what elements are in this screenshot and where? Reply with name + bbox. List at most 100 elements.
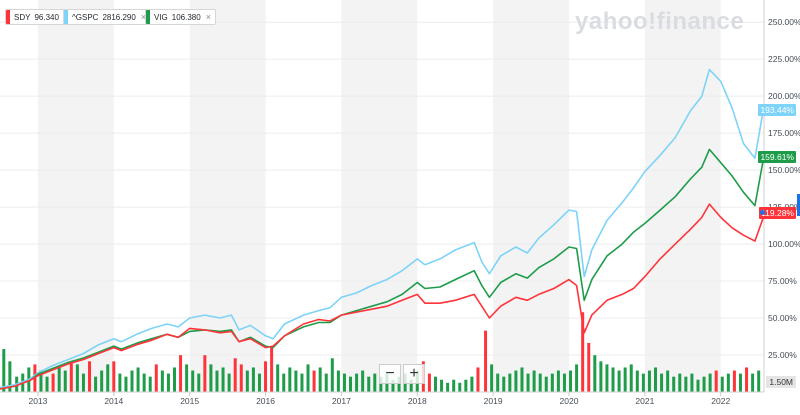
volume-bar <box>142 373 146 392</box>
volume-bar <box>660 373 664 392</box>
x-tick-label: 2015 <box>180 396 199 406</box>
volume-bar <box>446 382 450 392</box>
series-line-gspc <box>0 68 765 389</box>
volume-bar <box>654 367 658 392</box>
series-line-sdy <box>0 203 765 390</box>
x-tick-label: 2019 <box>484 396 503 406</box>
volume-bar <box>203 355 207 392</box>
volume-bar <box>276 364 280 392</box>
volume-bar <box>575 364 579 392</box>
volume-bar <box>227 373 231 392</box>
volume-bar <box>221 367 225 392</box>
x-tick-label: 2021 <box>635 396 654 406</box>
volume-bar <box>342 373 346 392</box>
volume-bar <box>532 370 536 392</box>
series-lines <box>0 68 765 390</box>
volume-bar <box>714 370 718 392</box>
x-axis: 2013 2014 2015 2016 2017 2018 2019 2020 2021 2022 <box>28 392 730 406</box>
volume-bar <box>623 367 627 392</box>
volume-bar <box>409 379 413 392</box>
volume-bar <box>556 370 560 392</box>
y-tick-label: 150.00% <box>768 165 800 175</box>
volume-bar <box>464 379 468 392</box>
volume-bar <box>593 355 597 392</box>
volume-bar <box>239 364 243 392</box>
volume-bar <box>720 376 724 392</box>
year-band-2013 <box>37 0 114 392</box>
close-icon[interactable]: × <box>205 12 211 22</box>
y-tick-label: 200.00% <box>768 91 800 101</box>
legend-value: 96.340 <box>34 12 59 22</box>
volume-bar <box>397 376 401 392</box>
volume-bar <box>562 373 566 392</box>
volume-bar <box>458 382 462 392</box>
end-label-gspc: 193.44% <box>758 104 796 116</box>
volume-bar <box>136 367 140 392</box>
volume-bar <box>550 373 554 392</box>
volume-bar <box>470 376 474 392</box>
volume-bar <box>379 376 383 392</box>
scroll-handle[interactable] <box>797 194 800 216</box>
volume-bar <box>312 370 316 392</box>
volume-bar <box>215 370 219 392</box>
year-band-2019 <box>493 0 570 392</box>
volume-bar <box>367 376 371 392</box>
volume-bar <box>702 376 706 392</box>
volume-bar <box>179 355 183 392</box>
volume-bar <box>508 373 512 392</box>
volume-bar <box>88 361 92 392</box>
x-tick-label: 2020 <box>560 396 579 406</box>
legend-swatch <box>6 10 10 24</box>
x-tick-label: 2013 <box>28 396 47 406</box>
y-tick-label: 25.00% <box>768 350 797 360</box>
volume-bar <box>732 370 736 392</box>
volume-bar <box>51 373 55 392</box>
volume-bar <box>738 373 742 392</box>
volume-bar <box>112 361 116 392</box>
volume-bar <box>124 376 128 392</box>
legend-chip-gspc[interactable]: ^GSPC 2816.290 × <box>63 9 152 25</box>
volume-bar <box>306 364 310 392</box>
legend-symbol: ^GSPC <box>72 12 99 22</box>
volume-bar <box>106 364 110 392</box>
legend-chip-vig[interactable]: VIG 106.380 × <box>145 9 216 25</box>
legend-value: 2816.290 <box>102 12 136 22</box>
close-icon[interactable]: × <box>140 12 147 22</box>
volume-bar <box>94 376 98 392</box>
volume-bar <box>300 373 304 392</box>
legend-symbol: SDY <box>14 12 31 22</box>
volume-bar <box>57 367 61 392</box>
legend-value: 106.380 <box>171 12 201 22</box>
volume-bar <box>185 364 189 392</box>
volume-bar <box>118 373 122 392</box>
volume-bar <box>39 370 43 392</box>
zoom-in-button[interactable]: + <box>403 364 425 384</box>
volume-bar <box>672 376 676 392</box>
volume-bar <box>330 358 334 392</box>
volume-bar <box>324 373 328 392</box>
volume-bar <box>678 373 682 392</box>
series-line-vig <box>0 148 765 390</box>
volume-bar <box>452 379 456 392</box>
x-tick-label: 2016 <box>256 396 275 406</box>
year-band-2017 <box>341 0 418 392</box>
legend-swatch <box>64 10 68 24</box>
volume-bar <box>569 370 573 392</box>
y-axis: 25.00%50.00%75.00%100.00%125.00%150.00%1… <box>768 17 800 360</box>
volume-bar <box>502 376 506 392</box>
volume-bar <box>520 367 524 392</box>
zoom-out-button[interactable]: − <box>379 364 401 384</box>
volume-bar <box>69 361 73 392</box>
volume-bar <box>233 358 237 392</box>
y-tick-label: 175.00% <box>768 128 800 138</box>
volume-bar <box>2 349 6 392</box>
volume-bar <box>191 370 195 392</box>
volume-bar <box>148 376 152 392</box>
volume-bar <box>745 367 749 392</box>
volume-bar <box>257 373 261 392</box>
volume-bar <box>245 370 249 392</box>
volume-bars <box>2 312 761 392</box>
volume-bar <box>361 370 365 392</box>
